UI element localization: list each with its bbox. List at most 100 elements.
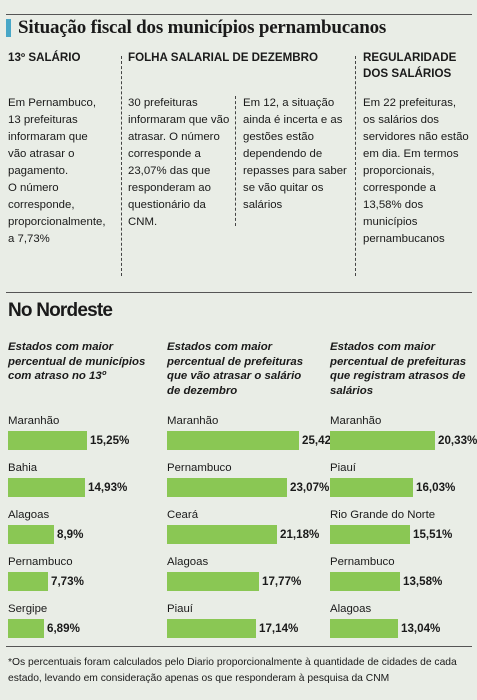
column-body: Em Pernambuco, 13 prefeituras informaram q… bbox=[8, 95, 106, 248]
title-accent-mark bbox=[6, 19, 11, 37]
footnote: *Os percentuais foram calculados pelo Di… bbox=[8, 657, 457, 684]
column-body-line: pernambucanos bbox=[363, 233, 445, 245]
bar-category-label: Maranhão bbox=[8, 415, 60, 427]
bar-category-label: Rio Grande do Norte bbox=[330, 509, 436, 521]
column-body-line: corresponde, bbox=[8, 199, 75, 211]
chart-title: Estados com maior percentual de municípi… bbox=[8, 341, 146, 382]
column-divider bbox=[355, 56, 356, 276]
bar bbox=[167, 572, 259, 591]
column-heading: 13º SALÁRIO bbox=[8, 51, 81, 64]
footnote-divider bbox=[6, 646, 472, 647]
column-body-line: os salários dos bbox=[363, 114, 439, 126]
bar-category-label: Pernambuco bbox=[167, 462, 232, 474]
column-body-line: corresponde a bbox=[128, 148, 201, 160]
column-divider bbox=[121, 56, 122, 276]
page-title: Situação fiscal dos municípios pernambuc… bbox=[18, 17, 387, 38]
bar-value-label: 17,14% bbox=[259, 622, 299, 635]
column-body-line: O número bbox=[8, 182, 59, 194]
bar bbox=[167, 619, 256, 638]
bar-value-label: 14,93% bbox=[88, 481, 128, 494]
column-body-line: gestões estão bbox=[243, 131, 314, 143]
bar bbox=[330, 619, 398, 638]
column-body-line: questionário da bbox=[128, 199, 206, 211]
column-heading: REGULARIDADE DOS SALÁRIOS bbox=[363, 51, 457, 80]
bar bbox=[8, 431, 87, 450]
bar-value-label: 13,58% bbox=[403, 575, 443, 588]
column-body-line: 13,58% dos bbox=[363, 199, 424, 211]
bar-category-label: Bahia bbox=[8, 462, 38, 474]
chart-title: Estados com maior percentual de prefeitu… bbox=[330, 341, 467, 397]
bar bbox=[330, 431, 435, 450]
column-body-line: em dia. Em termos bbox=[363, 148, 459, 160]
bar-category-label: Pernambuco bbox=[8, 556, 73, 568]
column-body-line: CNM. bbox=[128, 216, 158, 228]
bar-value-label: 7,73% bbox=[51, 575, 84, 588]
bar-value-label: 17,77% bbox=[262, 575, 302, 588]
column-body-line: vão atrasar o bbox=[8, 148, 75, 160]
column-body-line: Em 12, a situação bbox=[243, 97, 335, 109]
column-body-line: Em 22 prefeituras, bbox=[363, 97, 457, 109]
title-bar: Situação fiscal dos municípios pernambuc… bbox=[6, 14, 472, 40]
column-heading: FOLHA SALARIAL DE DEZEMBRO bbox=[128, 51, 319, 64]
column-body-line: proporcionais, bbox=[363, 165, 435, 177]
column-body-line: repasses para saber bbox=[243, 165, 347, 177]
column-body-line: corresponde a bbox=[363, 182, 436, 194]
bar bbox=[167, 431, 299, 450]
column-body-line: a 7,73% bbox=[8, 233, 50, 245]
bar bbox=[330, 478, 413, 497]
bar-category-label: Pernambuco bbox=[330, 556, 395, 568]
column-13-salario: 13º SALÁRIO Em Pernambuco, 13 prefeituras… bbox=[8, 50, 120, 245]
bar-value-label: 6,89% bbox=[47, 622, 80, 635]
bar bbox=[330, 525, 410, 544]
bar-category-label: Alagoas bbox=[330, 603, 372, 615]
column-body-line: municípios bbox=[363, 216, 418, 228]
column-body: Em 12, a situação ainda é incerta e as ges… bbox=[243, 95, 347, 214]
bar-value-label: 20,33% bbox=[438, 434, 477, 447]
bar bbox=[8, 619, 44, 638]
column-body-line: proporcionalmente, bbox=[8, 216, 106, 228]
bar bbox=[167, 525, 277, 544]
column-body-line: informaram que vão bbox=[128, 114, 230, 126]
column-body: Em 22 prefeituras, os salários dos servido… bbox=[363, 95, 469, 248]
chart-title: Estados com maior percentual de prefeitu… bbox=[167, 341, 304, 397]
column-body-line: atrasar. O número bbox=[128, 131, 220, 143]
column-body-line: pagamento. bbox=[8, 165, 69, 177]
bar-value-label: 23,07% bbox=[290, 481, 330, 494]
bar-value-label: 8,9% bbox=[57, 528, 84, 541]
bar-category-label: Ceará bbox=[167, 509, 199, 521]
bar-category-label: Alagoas bbox=[8, 509, 50, 521]
column-divider bbox=[235, 96, 236, 226]
bar-value-label: 15,51% bbox=[413, 528, 453, 541]
column-body-line: se vão quitar os bbox=[243, 182, 324, 194]
column-body-line: 23,07% das que bbox=[128, 165, 211, 177]
bar bbox=[8, 572, 48, 591]
section-divider bbox=[6, 292, 472, 293]
column-body-line: 30 prefeituras bbox=[128, 97, 198, 109]
bar bbox=[8, 525, 54, 544]
bar-category-label: Piauí bbox=[330, 462, 356, 474]
bar bbox=[330, 572, 400, 591]
bar-value-label: 21,18% bbox=[280, 528, 320, 541]
bar-category-label: Alagoas bbox=[167, 556, 209, 568]
column-body-line: responderam ao bbox=[128, 182, 211, 194]
bar-category-label: Sergipe bbox=[8, 603, 48, 615]
bar-category-label: Maranhão bbox=[167, 415, 219, 427]
bar-category-label: Piauí bbox=[167, 603, 193, 615]
bar-category-label: Maranhão bbox=[330, 415, 382, 427]
column-body-line: dependendo de bbox=[243, 148, 323, 160]
column-body-line: informaram que bbox=[8, 131, 88, 143]
bar-value-label: 16,03% bbox=[416, 481, 456, 494]
column-body-line: 13 prefeituras bbox=[8, 114, 78, 126]
column-body-line: servidores não estão bbox=[363, 131, 469, 143]
column-body: 30 prefeituras informaram que vão atrasar.… bbox=[128, 95, 229, 231]
bar-value-label: 13,04% bbox=[401, 622, 441, 635]
column-folha-salarial: FOLHA SALARIAL DE DEZEMBRO 30 prefeitura… bbox=[128, 50, 353, 228]
column-body-line: salários bbox=[243, 199, 283, 211]
section-title: No Nordeste bbox=[8, 300, 113, 321]
column-body-line: Em Pernambuco, bbox=[8, 97, 96, 109]
bar-value-label: 15,25% bbox=[90, 434, 130, 447]
bar bbox=[8, 478, 85, 497]
column-regularidade: REGULARIDADE DOS SALÁRIOS Em 22 prefeitu… bbox=[363, 50, 473, 245]
column-body-line: ainda é incerta e as bbox=[243, 114, 343, 126]
bar bbox=[167, 478, 287, 497]
